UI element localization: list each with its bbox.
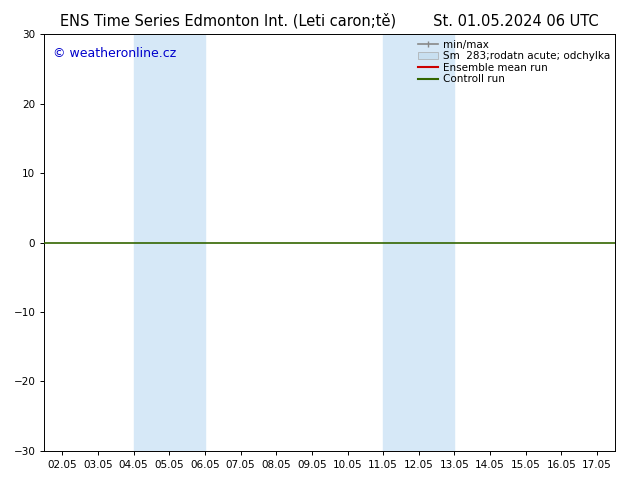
Bar [134,34,205,451]
Title: ENS Time Series Edmonton Int. (Leti caron;tě)        St. 01.05.2024 06 UTC: ENS Time Series Edmonton Int. (Leti caro… [60,13,599,29]
Bar [383,34,455,451]
Text: © weatheronline.cz: © weatheronline.cz [53,47,176,60]
Legend: min/max, Sm  283;rodatn acute; odchylka, Ensemble mean run, Controll run: min/max, Sm 283;rodatn acute; odchylka, … [415,37,612,86]
